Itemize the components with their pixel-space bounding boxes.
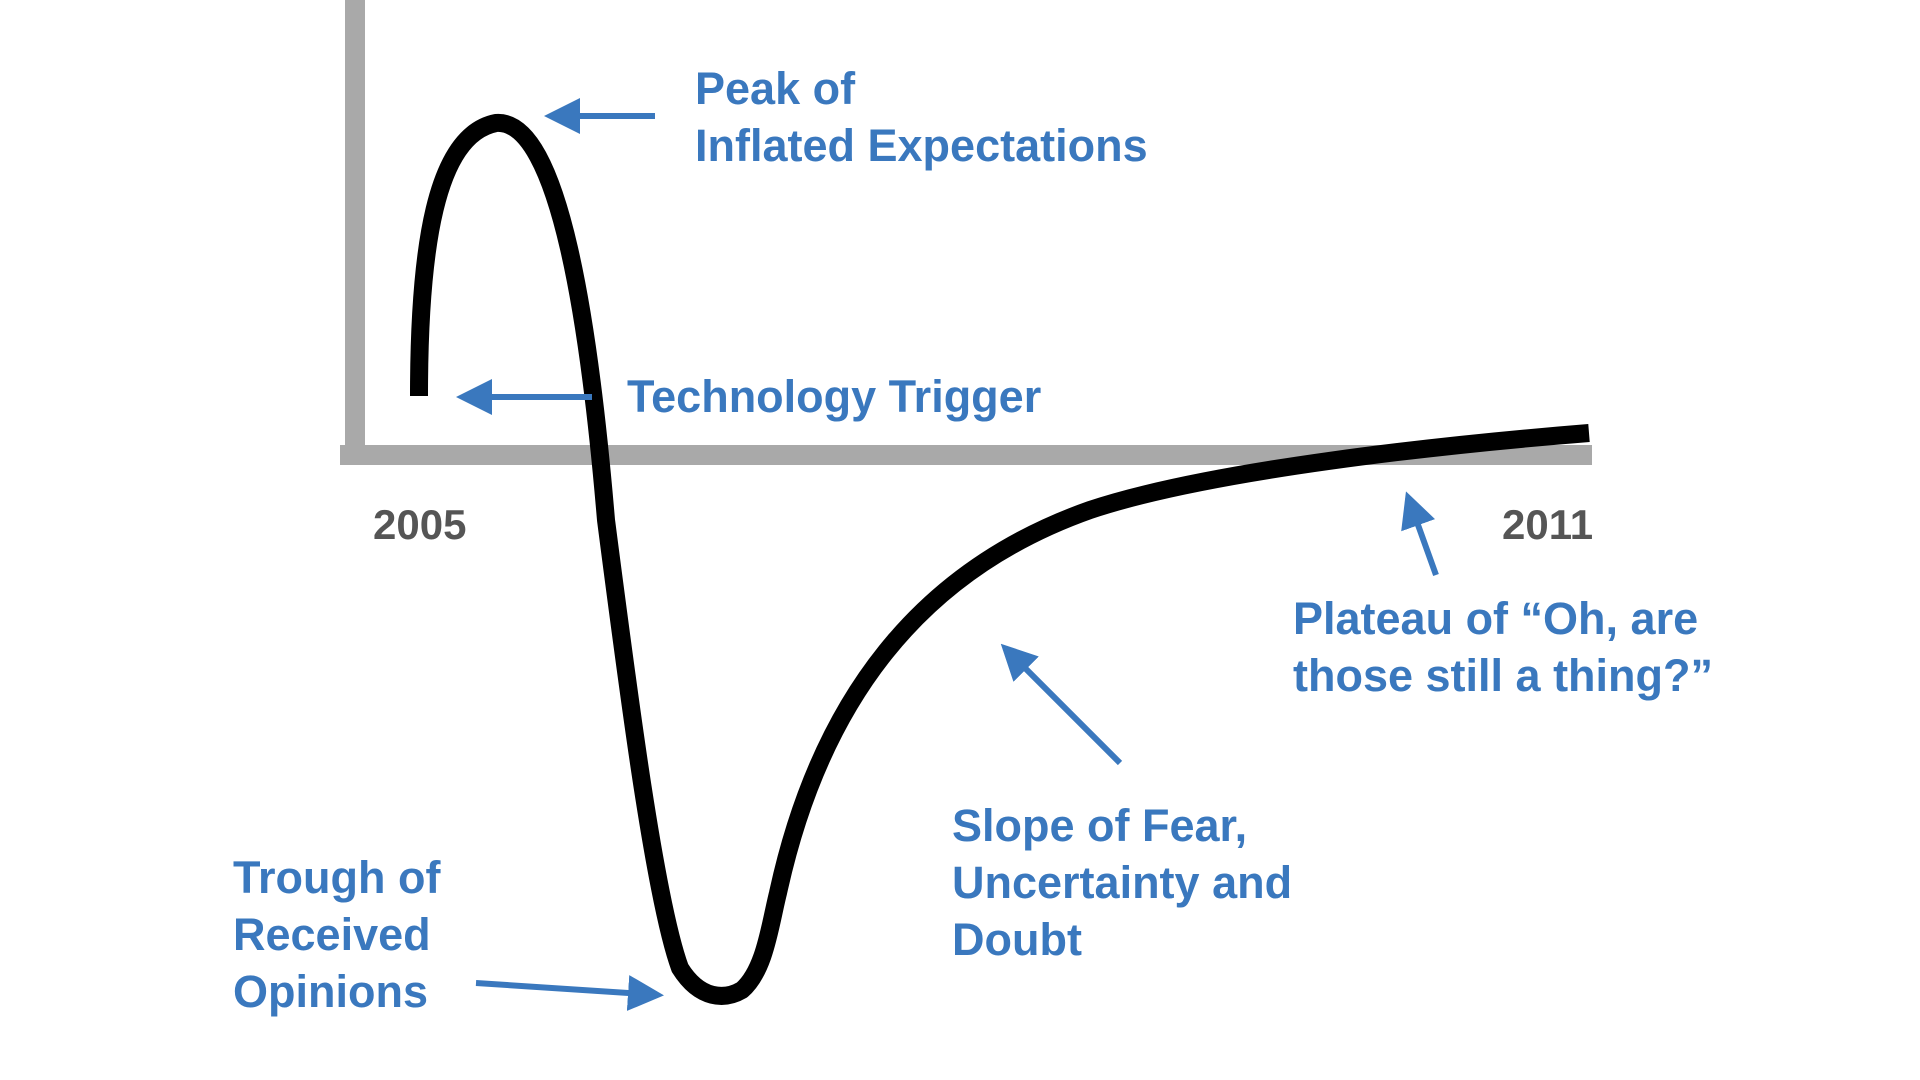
arrow-icon bbox=[1401, 491, 1439, 577]
hype-curve bbox=[410, 114, 1590, 1005]
slope-label-line: Uncertainty and bbox=[952, 857, 1293, 908]
arrow-icon bbox=[475, 975, 664, 1011]
arrow-icon bbox=[1000, 643, 1123, 766]
annotation-arrows bbox=[456, 98, 1439, 1011]
x-axis-start-label: 2005 bbox=[373, 501, 467, 548]
peak-label-line: Inflated Expectations bbox=[695, 120, 1148, 171]
peak-label: Peak of Inflated Expectations bbox=[695, 60, 1148, 174]
x-axis-end-label: 2011 bbox=[1502, 501, 1594, 548]
trough-label-line: Received bbox=[233, 909, 431, 960]
plateau-label-line: those still a thing?” bbox=[1293, 650, 1714, 701]
slope-label: Slope of Fear, Uncertainty and Doubt bbox=[952, 797, 1292, 968]
trough-label: Trough of Received Opinions bbox=[233, 849, 440, 1020]
slope-label-line: Doubt bbox=[952, 914, 1082, 965]
plateau-label-line: Plateau of “Oh, are bbox=[1293, 593, 1699, 644]
slope-label-line: Slope of Fear, bbox=[952, 800, 1248, 851]
trigger-label: Technology Trigger bbox=[627, 368, 1041, 425]
plateau-label: Plateau of “Oh, are those still a thing?… bbox=[1293, 590, 1713, 704]
trough-label-line: Opinions bbox=[233, 966, 428, 1017]
trough-label-line: Trough of bbox=[233, 852, 441, 903]
trigger-label-line: Technology Trigger bbox=[627, 371, 1042, 422]
peak-label-line: Peak of bbox=[695, 63, 856, 114]
